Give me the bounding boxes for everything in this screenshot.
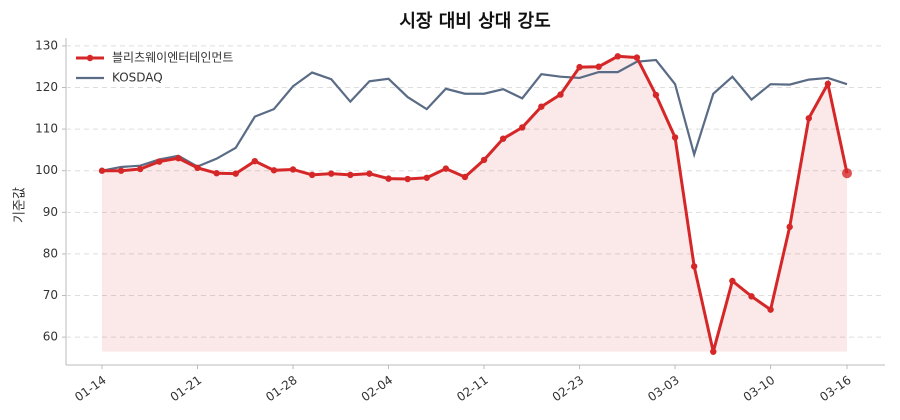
point: [347, 171, 354, 179]
point: [519, 124, 526, 131]
point: [652, 91, 660, 99]
line: [101, 58, 848, 172]
point: [404, 175, 411, 183]
point: [442, 165, 450, 172]
point: [213, 170, 220, 177]
x-tick-label: 03-10: [741, 373, 778, 404]
point: [251, 157, 259, 165]
y-tick-label: 90: [43, 205, 58, 219]
point: [767, 306, 774, 313]
y-tick-label: 100: [35, 163, 58, 177]
point: [748, 293, 755, 300]
point: [117, 167, 125, 174]
x-tick-label: 01-21: [168, 373, 205, 404]
point: [480, 156, 488, 164]
point: [824, 80, 832, 87]
point: [385, 175, 392, 182]
x-tick-label: 01-14: [72, 373, 109, 404]
point: [366, 170, 373, 177]
point: [270, 167, 278, 174]
x-tick-label: 02-23: [550, 373, 587, 404]
point: [328, 170, 335, 177]
y-tick-label: 70: [43, 288, 58, 302]
point: [690, 263, 698, 270]
point: [576, 63, 583, 71]
point: [461, 173, 469, 181]
point: [710, 348, 717, 355]
x-tick-label: 03-16: [817, 373, 854, 404]
y-tick-label: 60: [43, 330, 58, 344]
x-tick-label: 02-11: [454, 373, 491, 404]
point: [538, 103, 545, 110]
point: [595, 63, 602, 70]
point: [633, 54, 641, 61]
chart-title: 시장 대비 상대 강도: [399, 11, 550, 32]
point: [786, 223, 793, 231]
point: [137, 165, 144, 173]
line: [102, 54, 849, 353]
point: [671, 134, 679, 141]
point: [729, 277, 736, 285]
point: [805, 115, 812, 122]
y-axis-label: 기준값: [13, 187, 28, 223]
y-tick-label: 110: [35, 122, 58, 136]
point: [423, 174, 430, 181]
point: [842, 168, 852, 179]
point: [557, 91, 564, 98]
point: [232, 170, 239, 177]
x-tick-label: 01-28: [263, 373, 300, 404]
point: [175, 155, 182, 162]
x-tick-label: 02-04: [359, 373, 396, 404]
legend-marker: [86, 54, 94, 62]
point: [308, 171, 316, 179]
area: [102, 56, 847, 352]
point: [194, 164, 201, 172]
x-tick-label: 03-03: [645, 373, 682, 404]
legend-label: KOSDAQ: [112, 71, 163, 85]
y-tick-label: 130: [35, 38, 58, 52]
y-tick-label: 120: [35, 80, 58, 94]
point: [98, 167, 106, 174]
point: [499, 135, 507, 142]
point: [289, 166, 297, 173]
point: [156, 158, 163, 165]
y-tick-label: 80: [43, 246, 58, 260]
legend-label: 블리츠웨이엔터테인먼트: [112, 51, 233, 65]
point: [614, 53, 621, 60]
